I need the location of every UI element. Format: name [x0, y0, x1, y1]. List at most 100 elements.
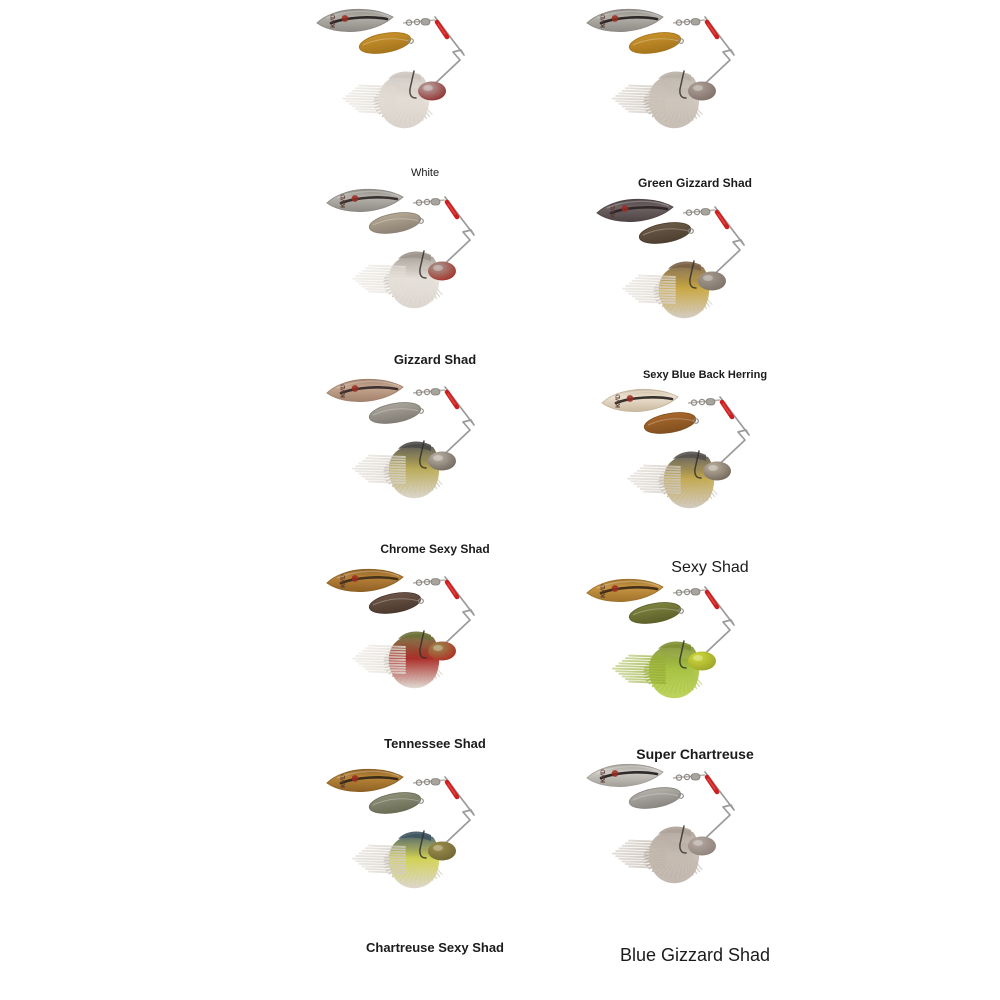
lure-art-green-gizzard-shad: KVD [545, 5, 845, 155]
swivel [687, 398, 721, 406]
secondary-blade [368, 212, 424, 234]
trailer-strands [352, 264, 406, 294]
lure-card-green-gizzard-shad[interactable]: KVD Green Gizzard Shad [545, 5, 845, 190]
lure-head [428, 641, 456, 661]
main-blade: KVD [326, 378, 404, 402]
red-bead [444, 199, 460, 220]
swivel [682, 208, 716, 216]
lure-card-sexy-shad[interactable]: KVD Sexy Shad [560, 385, 860, 577]
swivel [412, 388, 446, 396]
lure-card-gizzard-shad[interactable]: KVD Gizzard Shad [285, 185, 585, 367]
lure-illustration: KVD [586, 578, 735, 699]
hook [409, 70, 417, 99]
swivel [412, 198, 446, 206]
lure-illustration: KVD [586, 763, 735, 884]
wire-arm [709, 396, 750, 474]
lure-illustration: KVD [326, 378, 475, 499]
secondary-blade [628, 787, 684, 809]
wire-arm [424, 16, 465, 94]
lure-illustration: KVD [586, 8, 735, 129]
wire-arm [434, 776, 475, 854]
main-blade: KVD [596, 198, 674, 222]
main-blade: KVD [326, 568, 404, 592]
swivel [402, 18, 436, 26]
lure-card-super-chartreuse[interactable]: KVD Super Chartreuse [545, 575, 845, 762]
lure-head [428, 841, 456, 861]
lure-label-green-gizzard-shad: Green Gizzard Shad [637, 176, 753, 190]
lure-head [688, 81, 716, 101]
kvd-logo-text: KVD [610, 204, 617, 218]
lure-head [688, 651, 716, 671]
main-blade: KVD [586, 763, 664, 787]
lure-label-sexy-shad: Sexy Shad [671, 559, 749, 576]
trailer-strands [352, 454, 406, 484]
lure-head [688, 836, 716, 856]
lure-illustration: KVD [316, 8, 465, 129]
lure-illustration: KVD [596, 198, 745, 319]
lure-illustration: KVD [326, 768, 475, 889]
hook [419, 630, 427, 659]
lure-card-chartreuse-sexy-shad[interactable]: KVD Chartreuse Sexy Shad [285, 765, 585, 955]
kvd-logo-text: KVD [340, 774, 347, 788]
kvd-logo-text: KVD [340, 384, 347, 398]
main-blade: KVD [586, 8, 664, 32]
lure-label-chrome-sexy-shad: Chrome Sexy Shad [380, 542, 490, 556]
lure-head [428, 451, 456, 471]
secondary-blade [628, 602, 684, 624]
lure-art-chartreuse-sexy-shad: KVD [285, 765, 585, 915]
red-bead [444, 389, 460, 410]
lure-art-sexy-blue-back-herring: KVD [555, 195, 855, 345]
kvd-logo-text: KVD [330, 14, 337, 28]
kvd-logo-text: KVD [340, 574, 347, 588]
kvd-logo-text: KVD [600, 14, 607, 28]
lure-label-blue-gizzard-shad: Blue Gizzard Shad [619, 945, 771, 965]
hook [679, 825, 687, 854]
hook [419, 830, 427, 859]
main-blade: KVD [326, 768, 404, 792]
lure-label-gizzard-shad: Gizzard Shad [393, 352, 477, 367]
lure-card-blue-gizzard-shad[interactable]: KVD Blue Gizzard Shad [545, 760, 845, 966]
trailer-strands [342, 84, 396, 114]
red-bead [434, 19, 450, 40]
wire-arm [694, 16, 735, 94]
trailer-strands [612, 654, 666, 684]
red-bead [444, 779, 460, 800]
lure-label-tennessee-shad: Tennessee Shad [384, 736, 486, 751]
hook [419, 440, 427, 469]
main-blade: KVD [601, 388, 679, 412]
main-blade: KVD [586, 578, 664, 602]
red-bead [704, 589, 720, 610]
lure-art-super-chartreuse: KVD [545, 575, 845, 725]
swivel [412, 578, 446, 586]
hook [694, 450, 702, 479]
secondary-blade [368, 402, 424, 424]
lure-card-white[interactable]: KVD White [275, 5, 575, 179]
main-blade: KVD [326, 188, 404, 212]
lure-label-white: White [410, 167, 440, 179]
red-bead [444, 579, 460, 600]
lure-card-sexy-blue-back-herring[interactable]: KVD Sexy Blue Back Herring [555, 195, 855, 381]
red-bead [704, 774, 720, 795]
lure-label-sexy-blue-back-herring: Sexy Blue Back Herring [642, 369, 768, 381]
red-bead [719, 399, 735, 420]
swivel [672, 588, 706, 596]
lure-art-gizzard-shad: KVD [285, 185, 585, 335]
lure-art-white: KVD [275, 5, 575, 155]
lure-head [428, 261, 456, 281]
lure-illustration: KVD [326, 188, 475, 309]
lure-card-chrome-sexy-shad[interactable]: KVD Chrome Sexy Shad [285, 375, 585, 556]
lure-head [418, 81, 446, 101]
lure-art-sexy-shad: KVD [560, 385, 860, 535]
lure-label-super-chartreuse: Super Chartreuse [636, 746, 754, 762]
secondary-blade [358, 32, 414, 54]
kvd-logo-text: KVD [340, 194, 347, 208]
lure-head [703, 461, 731, 481]
wire-arm [704, 206, 745, 284]
wire-arm [434, 386, 475, 464]
secondary-blade [638, 222, 694, 244]
secondary-blade [643, 412, 699, 434]
lure-card-tennessee-shad[interactable]: KVD Tennessee Shad [285, 565, 585, 751]
main-blade: KVD [316, 8, 394, 32]
lure-illustration: KVD [326, 568, 475, 689]
